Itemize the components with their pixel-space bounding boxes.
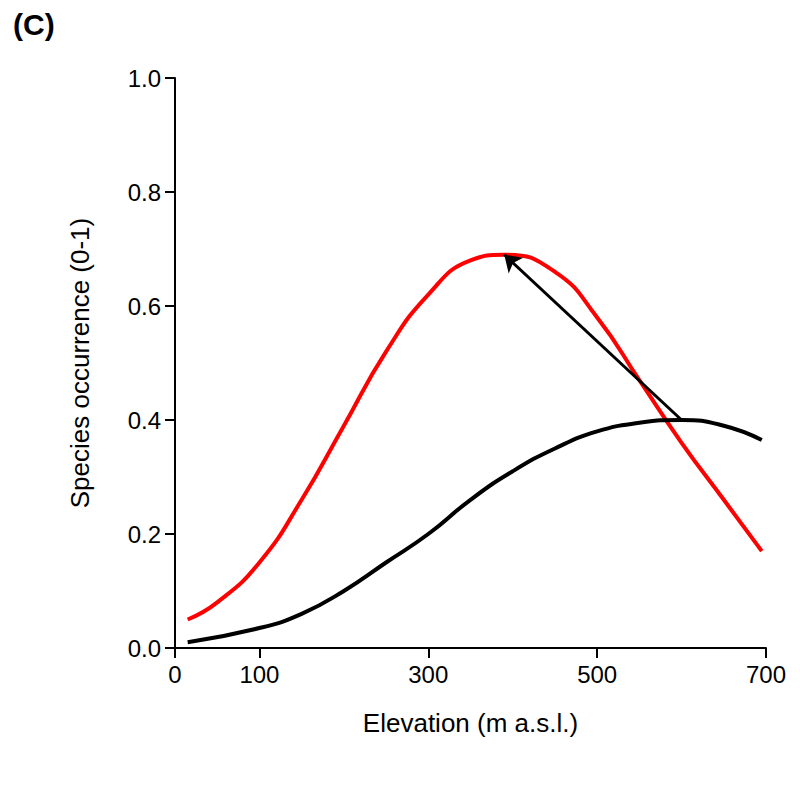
svg-text:0.8: 0.8 bbox=[128, 179, 161, 206]
svg-text:Species occurrence (0-1): Species occurrence (0-1) bbox=[65, 218, 95, 508]
svg-text:0.6: 0.6 bbox=[128, 293, 161, 320]
svg-text:(C): (C) bbox=[13, 8, 55, 41]
svg-text:700: 700 bbox=[746, 661, 786, 688]
svg-text:0.2: 0.2 bbox=[128, 521, 161, 548]
svg-text:500: 500 bbox=[577, 661, 617, 688]
svg-text:1.0: 1.0 bbox=[128, 65, 161, 92]
svg-text:0: 0 bbox=[168, 661, 181, 688]
svg-text:0.4: 0.4 bbox=[128, 407, 161, 434]
svg-text:100: 100 bbox=[239, 661, 279, 688]
svg-text:Elevation (m a.s.l.): Elevation (m a.s.l.) bbox=[363, 708, 578, 738]
svg-text:0.0: 0.0 bbox=[128, 635, 161, 662]
svg-text:300: 300 bbox=[408, 661, 448, 688]
